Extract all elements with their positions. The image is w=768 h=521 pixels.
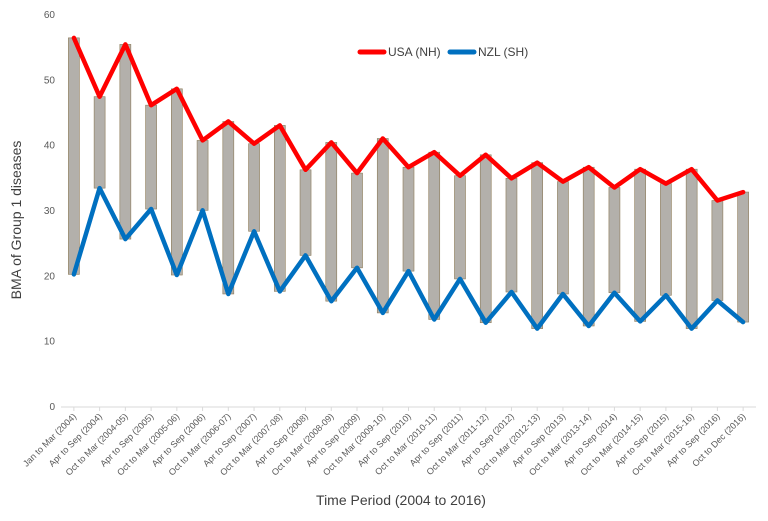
range-bars [68, 37, 749, 329]
y-tick-label: 0 [49, 402, 55, 413]
range-bar [119, 44, 132, 240]
y-axis: 0 10 20 30 40 50 60 [44, 10, 56, 413]
range-bar [737, 191, 749, 323]
range-bar [402, 166, 415, 272]
range-bar [248, 143, 260, 232]
range-bar [93, 96, 106, 189]
legend-label-nzl: NZL (SH) [478, 45, 528, 59]
range-bar [299, 169, 312, 256]
range-bar [454, 175, 466, 280]
legend-label-usa: USA (NH) [388, 45, 441, 59]
range-bar [505, 178, 518, 293]
range-bar [479, 154, 492, 324]
range-bar [171, 88, 183, 276]
x-axis: Jan to Mar (2004)Apr to Sep (2004)Oct to… [21, 406, 756, 477]
range-bar [428, 151, 441, 320]
series-line-usa [71, 35, 746, 203]
series-line-nzl [71, 185, 746, 331]
range-bar [68, 37, 80, 275]
range-bar [531, 162, 544, 329]
range-bar [557, 181, 569, 295]
range-bar [145, 104, 157, 210]
range-bar [685, 168, 698, 329]
range-bar [582, 166, 595, 327]
y-axis-title: BMA of Group 1 diseases [8, 141, 24, 300]
range-bar [711, 200, 724, 301]
y-tick-label: 30 [44, 206, 56, 217]
x-axis-title: Time Period (2004 to 2016) [316, 492, 486, 508]
range-bar [660, 183, 672, 296]
range-bar [376, 138, 389, 314]
range-bar [222, 121, 235, 295]
legend: USA (NH) NZL (SH) [357, 45, 528, 59]
range-bar [325, 142, 338, 302]
y-tick-label: 10 [44, 337, 56, 348]
range-bar [196, 140, 209, 211]
range-bar [273, 125, 286, 292]
series-lines [71, 35, 746, 331]
y-tick-label: 60 [44, 10, 56, 21]
range-bar [351, 172, 363, 269]
y-tick-label: 40 [44, 141, 56, 152]
y-tick-label: 50 [44, 75, 56, 86]
y-tick-label: 20 [44, 271, 56, 282]
range-bar [634, 168, 646, 322]
range-bar [608, 187, 621, 293]
